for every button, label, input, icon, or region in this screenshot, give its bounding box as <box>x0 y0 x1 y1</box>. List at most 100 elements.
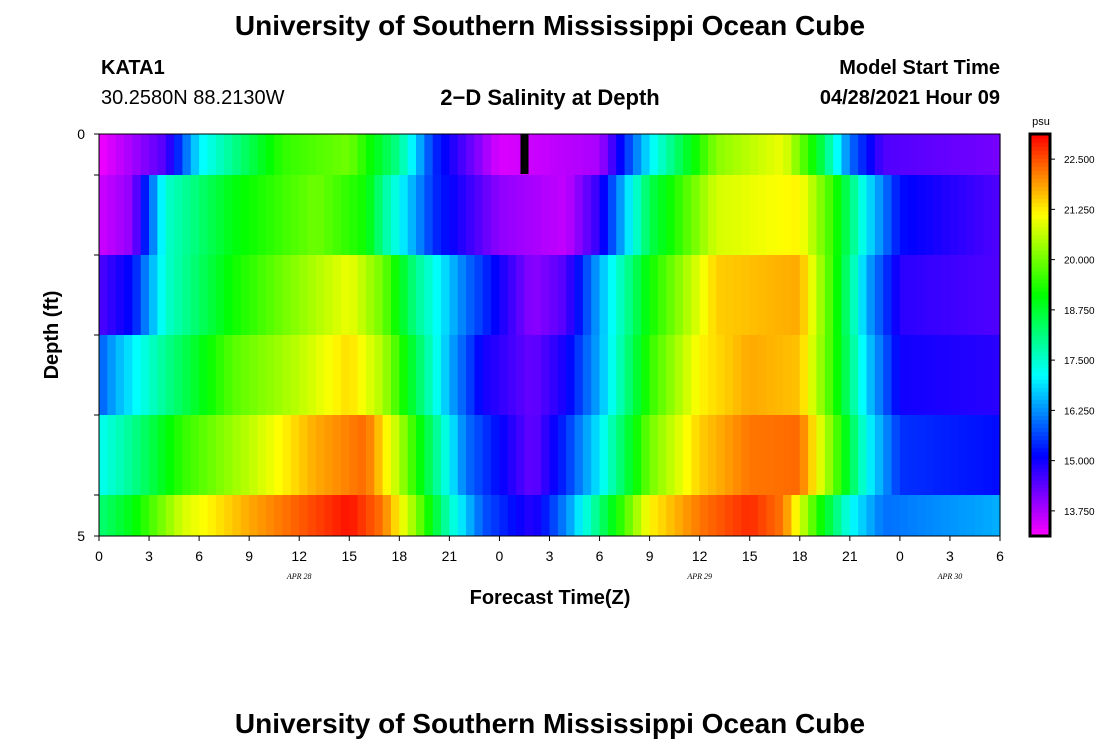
heatmap-cell <box>716 255 726 335</box>
heatmap-cell <box>290 415 300 495</box>
heatmap-cell <box>282 415 292 495</box>
heatmap-cell <box>958 175 968 255</box>
heatmap-cell <box>641 134 651 175</box>
heatmap-cell <box>983 335 993 415</box>
heatmap-cell <box>174 175 184 255</box>
heatmap-cell <box>365 415 375 495</box>
heatmap-cell <box>833 175 843 255</box>
x-tick-label: 21 <box>842 548 858 564</box>
heatmap-cell <box>649 175 659 255</box>
heatmap-cell <box>666 415 676 495</box>
heatmap-cell <box>282 495 292 536</box>
heatmap-cell <box>883 134 893 175</box>
heatmap-cell <box>574 335 584 415</box>
heatmap-cell <box>624 495 634 536</box>
heatmap-cell <box>908 134 918 175</box>
heatmap-cell <box>315 415 325 495</box>
colorbar-cell <box>1030 467 1050 473</box>
heatmap-cell <box>441 335 450 415</box>
heatmap-cell <box>849 134 859 175</box>
heatmap-cell <box>107 255 117 335</box>
heatmap-cell <box>816 134 826 175</box>
heatmap-cell <box>866 415 876 495</box>
heatmap-cell <box>174 255 184 335</box>
heatmap-cell <box>541 255 551 335</box>
colorbar-cell <box>1030 250 1050 256</box>
heatmap-cell <box>474 175 484 255</box>
heatmap-cell <box>424 495 434 536</box>
heatmap-cell <box>224 335 234 415</box>
heatmap-cell <box>766 175 776 255</box>
heatmap-cell <box>182 134 192 175</box>
colorbar-cell <box>1030 411 1050 416</box>
heatmap-cell <box>883 335 893 415</box>
y-tick-label: 5 <box>77 528 85 544</box>
heatmap-cell <box>99 415 108 495</box>
heatmap-cell <box>482 335 492 415</box>
heatmap-cell <box>866 255 876 335</box>
heatmap-cell <box>149 255 158 335</box>
heatmap-cell <box>132 255 142 335</box>
heatmap-cell <box>307 415 317 495</box>
heatmap-cell <box>349 175 359 255</box>
heatmap-cell <box>199 134 209 175</box>
heatmap-cell <box>240 134 250 175</box>
colorbar-cell <box>1030 134 1050 139</box>
x-tick-label: 0 <box>95 548 103 564</box>
colorbar-cell <box>1030 523 1050 529</box>
heatmap-cell <box>215 255 225 335</box>
heatmap-cell <box>582 255 592 335</box>
heatmap-cell <box>449 495 459 536</box>
heatmap-cell <box>107 175 117 255</box>
heatmap-cell <box>883 255 893 335</box>
heatmap-cell <box>390 495 400 536</box>
colorbar-cell <box>1030 507 1050 513</box>
colorbar-cell <box>1030 246 1050 252</box>
heatmap-cell <box>607 255 617 335</box>
heatmap-cell <box>849 255 859 335</box>
heatmap-cell <box>691 134 701 175</box>
colorbar-cell <box>1030 202 1050 207</box>
heatmap-cell <box>849 495 859 536</box>
heatmap-cell <box>532 335 542 415</box>
heatmap-cell <box>649 495 659 536</box>
heatmap-cell <box>107 495 117 536</box>
heatmap-cell <box>908 335 918 415</box>
heatmap-cell <box>507 255 517 335</box>
heatmap-cell <box>541 175 551 255</box>
heatmap-cell <box>607 134 617 175</box>
heatmap-cell <box>457 175 467 255</box>
heatmap-cell <box>632 495 642 536</box>
heatmap-cell <box>499 255 509 335</box>
x-tick-label: 9 <box>646 548 654 564</box>
heatmap-cell <box>774 335 784 415</box>
heatmap-cell <box>99 255 108 335</box>
heatmap-cell <box>949 175 959 255</box>
heatmap-cell <box>340 415 350 495</box>
heatmap-cell <box>891 335 901 415</box>
heatmap-cell <box>207 134 217 175</box>
heatmap-cell <box>416 415 425 495</box>
heatmap-cell <box>574 134 584 175</box>
heatmap-cell <box>616 415 626 495</box>
colorbar-cell <box>1030 431 1050 437</box>
heatmap-cell <box>99 134 108 175</box>
heatmap-cell <box>124 495 133 536</box>
heatmap-cell <box>899 335 909 415</box>
heatmap-cell <box>549 255 559 335</box>
heatmap-cell <box>599 255 609 335</box>
heatmap-cell <box>157 175 167 255</box>
heatmap-cell <box>699 335 709 415</box>
heatmap-cell <box>899 495 909 536</box>
heatmap-cell <box>499 134 509 175</box>
colorbar-cell <box>1030 142 1050 147</box>
heatmap-cell <box>674 335 684 415</box>
heatmap-cell <box>482 495 492 536</box>
x-tick-label: 3 <box>145 548 153 564</box>
bottom-title: University of Southern Mississippi Ocean… <box>234 708 866 739</box>
heatmap-cell <box>682 175 692 255</box>
heatmap-cell <box>199 415 209 495</box>
colorbar-frame <box>1028 132 1052 538</box>
heatmap-cell <box>766 495 776 536</box>
